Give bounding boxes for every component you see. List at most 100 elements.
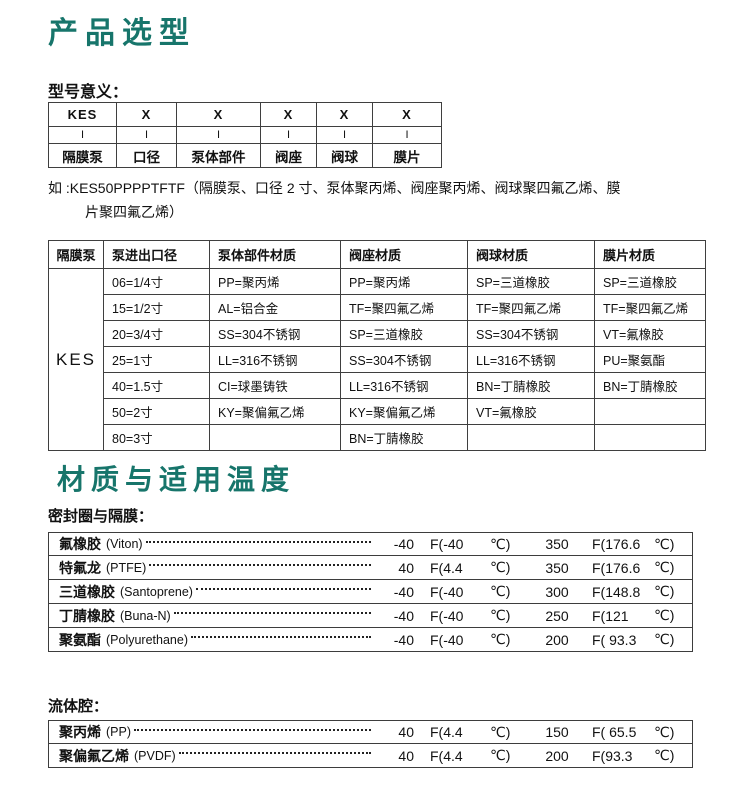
celsius-unit: ℃): [654, 631, 675, 647]
selection-cell: TF=聚四氟乙烯: [594, 294, 706, 321]
model-code-table: KES X X X X X I I I I I I 隔膜泵 口径 泵体部件 阀座…: [48, 102, 442, 168]
model-part-cell: 膜片: [372, 143, 442, 168]
selection-cell: AL=铝合金: [209, 294, 341, 321]
celsius-unit: ℃): [654, 607, 675, 623]
celsius-unit: ℃): [490, 583, 511, 599]
celsius-unit: ℃): [490, 747, 511, 763]
connector-bar: I: [316, 126, 373, 144]
min-temp-f: 40: [398, 559, 414, 576]
model-code-cell: KES: [48, 102, 117, 127]
material-name-cn: 聚氨酯: [59, 631, 101, 648]
max-temp-f: 350: [545, 536, 569, 552]
selection-header: 阀球材质: [467, 240, 595, 269]
min-temp-c: F(-40: [430, 536, 464, 552]
selection-cell: LL=316不锈钢: [209, 346, 341, 373]
seal-temperature-table: 氟橡胶 (Viton) -40 F(-40 ℃) 350 F(176.6 ℃) …: [48, 532, 693, 652]
max-temp-c: F( 65.5: [592, 724, 637, 740]
selection-cell: VT=氟橡胶: [594, 320, 706, 347]
table-row: 聚偏氟乙烯 (PVDF) 40 F(4.4 ℃) 200 F(93.3 ℃): [48, 744, 693, 768]
model-code-cell: X: [176, 102, 261, 127]
selection-cell: BN=丁腈橡胶: [594, 372, 706, 399]
selection-cell: TF=聚四氟乙烯: [467, 294, 595, 321]
material-name-en: (Viton): [106, 537, 143, 551]
selection-header: 泵体部件材质: [209, 240, 341, 269]
min-temp-c: F(-40: [430, 607, 464, 624]
selection-cell: [594, 398, 706, 425]
material-name-cn: 聚偏氟乙烯: [59, 747, 129, 764]
max-temp-f: 300: [545, 583, 569, 600]
table-row: 丁腈橡胶 (Buna-N) -40 F(-40 ℃) 250 F(121 ℃): [48, 604, 693, 628]
dotted-leader: [191, 636, 371, 638]
max-temp-c: F(176.6: [592, 559, 641, 576]
selection-cell: SP=三道橡胶: [340, 320, 468, 347]
selection-cell: BN=丁腈橡胶: [467, 372, 595, 399]
selection-cell: 50=2寸: [103, 398, 210, 425]
selection-cell: PU=聚氨酯: [594, 346, 706, 373]
selection-cell: [594, 424, 706, 451]
selection-cell: 40=1.5寸: [103, 372, 210, 399]
model-part-cell: 口径: [116, 143, 177, 168]
selection-cell: [209, 424, 341, 451]
selection-cell: SS=304不锈钢: [467, 320, 595, 347]
selection-cell: SP=三道橡胶: [467, 268, 595, 295]
series-code-cell: KES: [48, 268, 104, 451]
table-row: KES 06=1/4寸 PP=聚丙烯 PP=聚丙烯 SP=三道橡胶 SP=三道橡…: [48, 268, 706, 451]
selection-cell: [467, 424, 595, 451]
model-part-cell: 阀座: [260, 143, 317, 168]
min-temp-f: 40: [398, 724, 414, 740]
max-temp-f: 150: [545, 724, 569, 740]
selection-cell: 25=1寸: [103, 346, 210, 373]
celsius-unit: ℃): [490, 607, 511, 623]
table-row: 15=1/2寸 AL=铝合金 TF=聚四氟乙烯 TF=聚四氟乙烯 TF=聚四氟乙…: [49, 294, 706, 321]
connector-bar: I: [176, 126, 261, 144]
fluid-temperature-table: 聚丙烯 (PP) 40 F(4.4 ℃) 150 F( 65.5 ℃) 聚偏氟乙…: [48, 720, 693, 768]
dotted-leader: [195, 588, 371, 590]
model-code-cell: X: [116, 102, 177, 127]
selection-cell: KY=聚偏氟乙烯: [340, 398, 468, 425]
selection-cell: SP=三道橡胶: [594, 268, 706, 295]
table-row: 20=3/4寸 SS=304不锈钢 SP=三道橡胶 SS=304不锈钢 VT=氟…: [49, 320, 706, 347]
page-title-material-temperature: 材质与适用温度: [57, 464, 296, 495]
selection-cell: LL=316不锈钢: [340, 372, 468, 399]
material-name-en: (PP): [106, 725, 131, 739]
table-row: 特氟龙 (PTFE) 40 F(4.4 ℃) 350 F(176.6 ℃): [48, 556, 693, 580]
max-temp-f: 350: [545, 559, 569, 576]
min-temp-c: F(4.4: [430, 559, 463, 576]
celsius-unit: ℃): [490, 631, 511, 647]
model-code-cell: X: [316, 102, 373, 127]
table-row: 聚氨酯 (Polyurethane) -40 F(-40 ℃) 200 F( 9…: [48, 628, 693, 652]
min-temp-c: F(-40: [430, 631, 464, 648]
max-temp-f: 200: [545, 631, 569, 648]
min-temp-f: -40: [393, 631, 414, 648]
min-temp-c: F(-40: [430, 583, 464, 600]
min-temp-f: -40: [393, 583, 414, 600]
min-temp-f: 40: [398, 747, 414, 764]
model-code-cell: X: [372, 102, 442, 127]
connector-bar: I: [48, 126, 117, 144]
connector-bar: I: [260, 126, 317, 144]
max-temp-f: 250: [545, 607, 569, 624]
max-temp-c: F(121: [592, 607, 629, 624]
model-example-line2: 片聚四氟乙烯）: [85, 204, 183, 220]
model-code-row: KES X X X X X: [48, 102, 442, 127]
selection-cell: VT=氟橡胶: [467, 398, 595, 425]
table-row: 80=3寸 BN=丁腈橡胶: [49, 424, 706, 451]
material-name-cn: 特氟龙: [59, 559, 101, 576]
min-temp-c: F(4.4: [430, 724, 463, 740]
min-temp-f: -40: [393, 536, 414, 552]
min-temp-f: -40: [393, 607, 414, 624]
selection-cell: LL=316不锈钢: [467, 346, 595, 373]
selection-cell: TF=聚四氟乙烯: [340, 294, 468, 321]
selection-cell: 15=1/2寸: [103, 294, 210, 321]
celsius-unit: ℃): [654, 747, 675, 763]
selection-cell: 80=3寸: [103, 424, 210, 451]
selection-header: 泵进出口径: [103, 240, 210, 269]
page-title-product-selection: 产品选型: [48, 17, 196, 50]
selection-cell: 06=1/4寸: [103, 268, 210, 295]
table-row: 三道橡胶 (Santoprene) -40 F(-40 ℃) 300 F(148…: [48, 580, 693, 604]
selection-cell: KY=聚偏氟乙烯: [209, 398, 341, 425]
celsius-unit: ℃): [490, 559, 511, 575]
fluid-section-label: 流体腔：: [48, 698, 109, 715]
material-name-cn: 氟橡胶: [59, 536, 101, 552]
